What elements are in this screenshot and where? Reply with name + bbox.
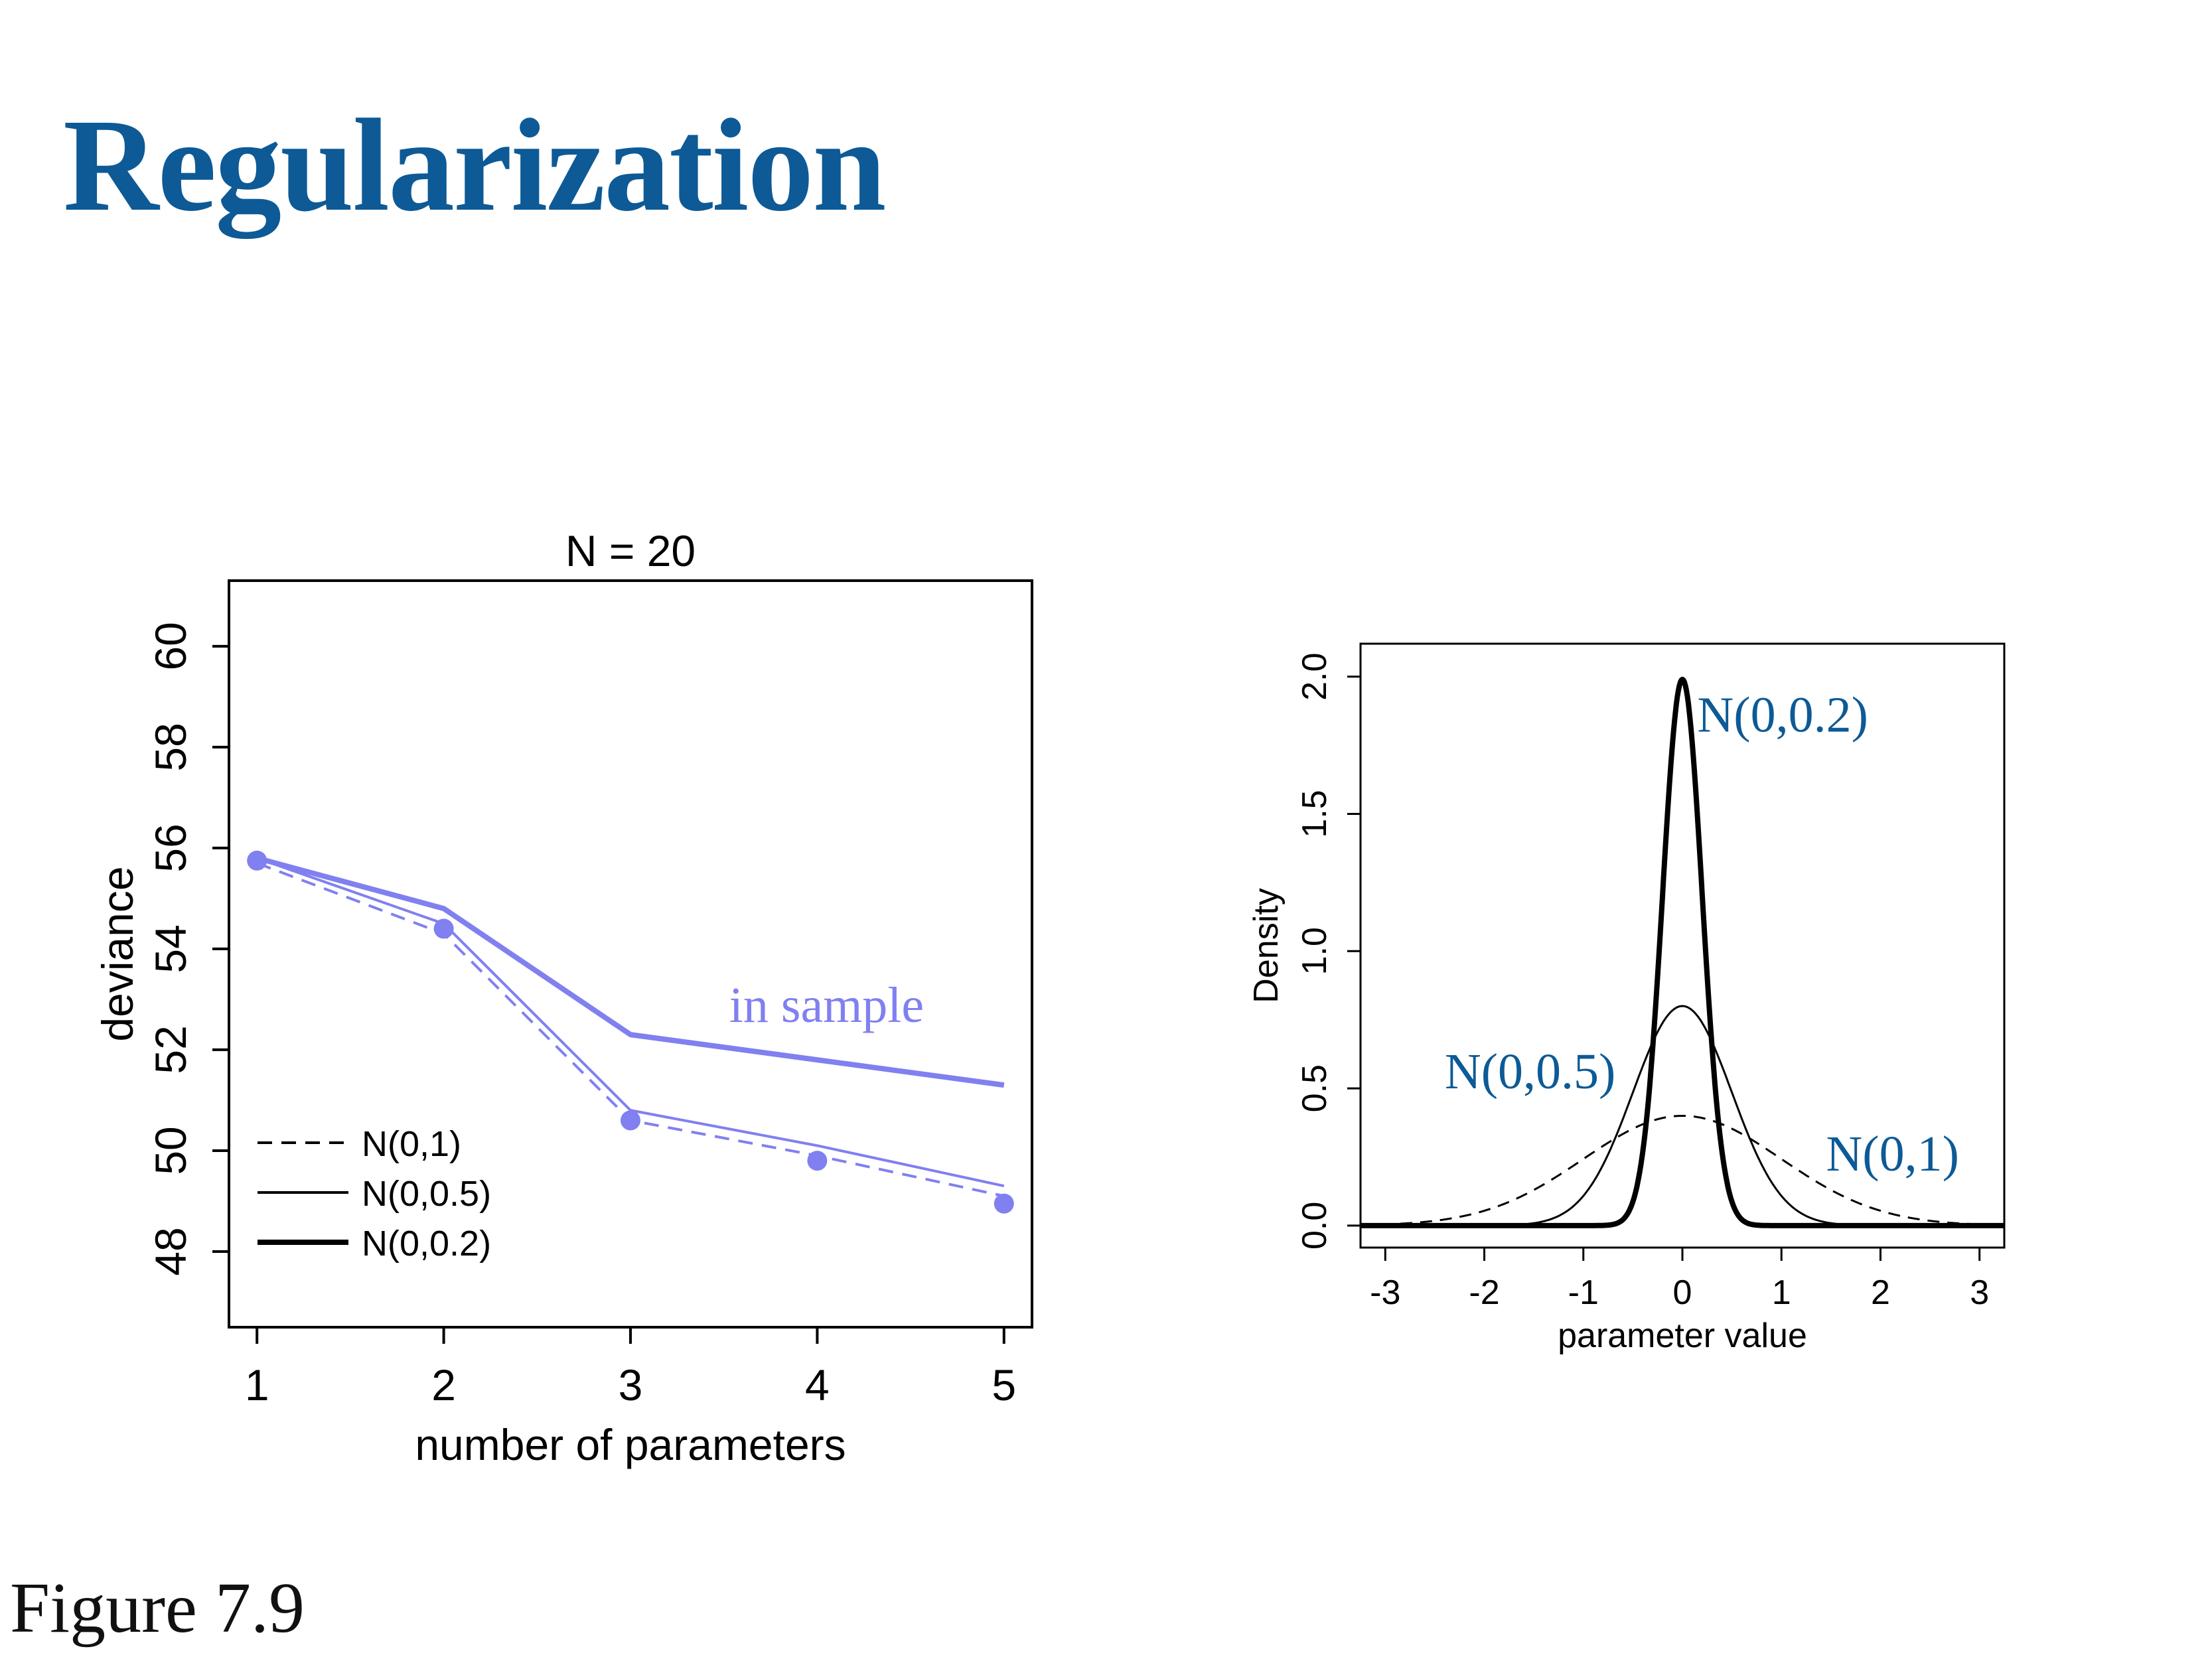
y-tick-label: 1.5 bbox=[1295, 790, 1334, 837]
curve-label: N(0,1) bbox=[1826, 1126, 1959, 1182]
x-tick-label: 1 bbox=[1772, 1273, 1791, 1312]
y-axis-label: Density bbox=[1247, 888, 1286, 1003]
x-tick-label: 5 bbox=[992, 1360, 1016, 1409]
curve-label: N(0,0.2) bbox=[1697, 687, 1868, 743]
x-tick-label: 1 bbox=[245, 1360, 269, 1409]
figure-caption: Figure 7.9 bbox=[10, 1569, 305, 1648]
y-tick-label: 1.0 bbox=[1295, 927, 1334, 975]
x-tick-label: -1 bbox=[1568, 1273, 1599, 1312]
x-tick-label: 3 bbox=[619, 1360, 643, 1409]
x-tick-label: 2 bbox=[1871, 1273, 1890, 1312]
y-tick-label: 50 bbox=[146, 1126, 195, 1175]
legend-label: N(0,1) bbox=[362, 1124, 461, 1164]
x-tick-label: 2 bbox=[431, 1360, 456, 1409]
data-point bbox=[807, 1151, 828, 1171]
series-line-thin bbox=[256, 857, 1005, 1188]
data-point bbox=[621, 1110, 640, 1131]
x-axis-label: number of parameters bbox=[415, 1420, 846, 1469]
y-tick-label: 52 bbox=[146, 1025, 195, 1074]
data-point bbox=[247, 850, 267, 871]
y-tick-label: 58 bbox=[146, 723, 195, 771]
density-curve bbox=[1360, 1115, 2005, 1226]
y-tick-label: 0.5 bbox=[1295, 1064, 1334, 1112]
x-tick-label: 4 bbox=[805, 1360, 830, 1409]
series-line-thick bbox=[256, 855, 1005, 1088]
x-axis-label: parameter value bbox=[1558, 1317, 1807, 1355]
slide-title: Regularization bbox=[63, 92, 887, 239]
x-tick-label: -3 bbox=[1370, 1273, 1400, 1312]
data-point bbox=[433, 918, 454, 939]
density-curve bbox=[1359, 676, 2006, 1228]
y-tick-label: 56 bbox=[146, 824, 195, 872]
x-tick-label: 0 bbox=[1673, 1273, 1692, 1312]
y-axis-label: deviance bbox=[93, 866, 142, 1041]
data-point bbox=[994, 1193, 1014, 1214]
y-tick-label: 2.0 bbox=[1295, 652, 1334, 700]
y-tick-label: 0.0 bbox=[1295, 1202, 1334, 1250]
curve-label: N(0,0.5) bbox=[1445, 1044, 1616, 1100]
x-tick-label: 3 bbox=[1970, 1273, 1989, 1312]
y-tick-label: 48 bbox=[146, 1227, 195, 1275]
y-tick-label: 60 bbox=[146, 622, 195, 670]
legend-label: N(0,0.2) bbox=[362, 1224, 491, 1263]
y-tick-label: 54 bbox=[146, 924, 195, 973]
chart-title: N = 20 bbox=[565, 526, 696, 575]
x-tick-label: -2 bbox=[1469, 1273, 1499, 1312]
in-sample-label: in sample bbox=[729, 977, 924, 1033]
legend-label: N(0,0.5) bbox=[362, 1174, 491, 1214]
